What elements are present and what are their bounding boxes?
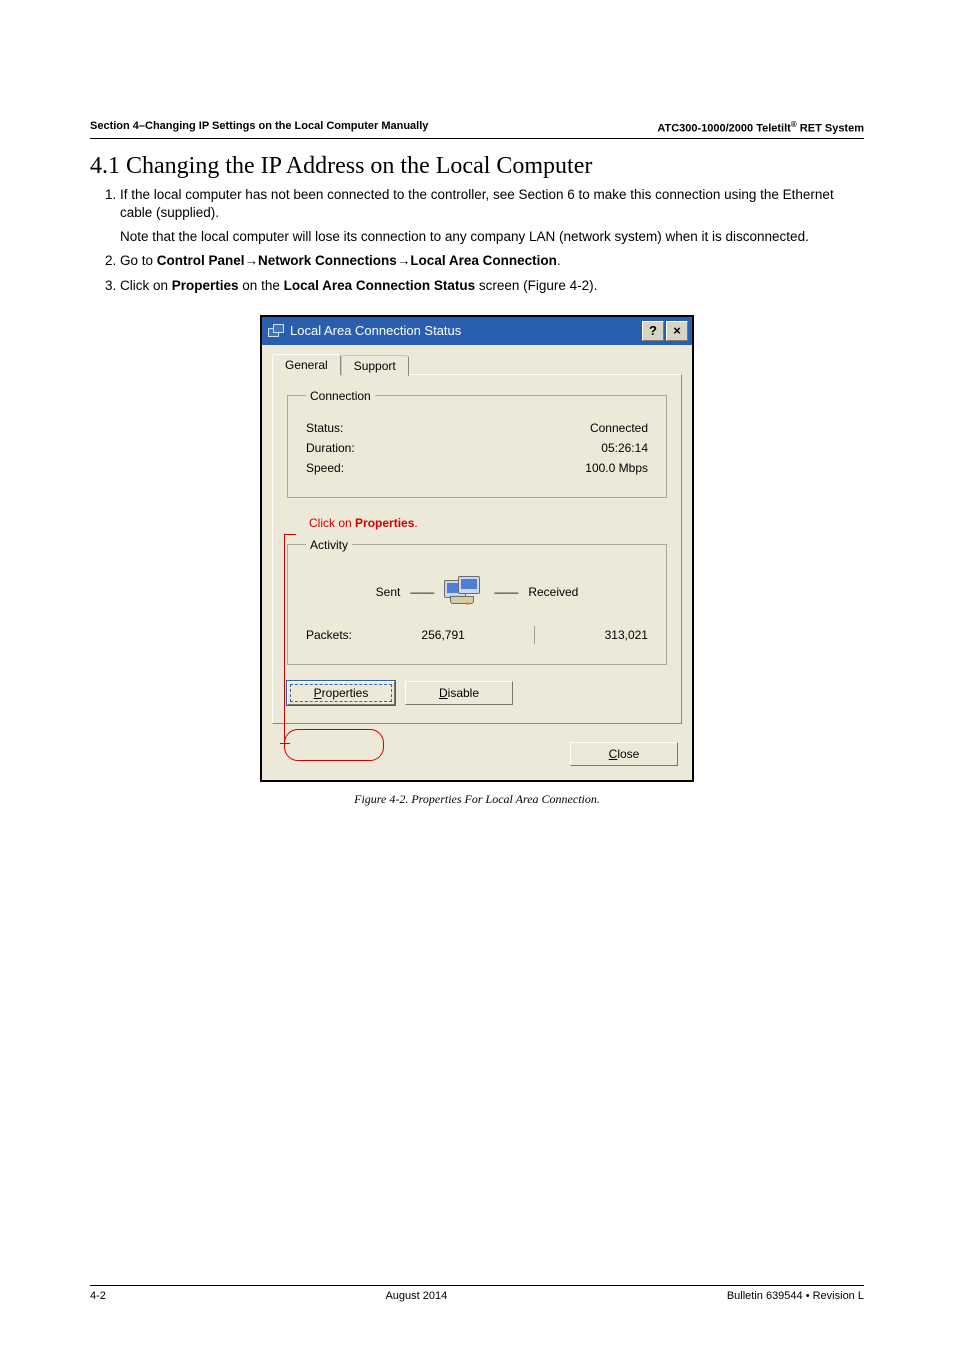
tab-support[interactable]: Support xyxy=(341,355,409,376)
legend-connection: Connection xyxy=(306,389,375,403)
separator-icon xyxy=(534,626,535,644)
status-label: Status: xyxy=(306,421,343,435)
network-icon xyxy=(268,324,284,338)
callout-line-icon xyxy=(284,534,285,743)
instruction-list: If the local computer has not been conne… xyxy=(90,186,864,295)
page-footer: 4-2 August 2014 Bulletin 639544 • Revisi… xyxy=(90,1285,864,1302)
header-right: ATC300-1000/2000 Teletilt® RET System xyxy=(657,120,864,135)
disable-button[interactable]: Disable xyxy=(405,681,513,705)
dialog-local-area-connection-status: Local Area Connection Status ? × General… xyxy=(260,315,694,782)
list-item: Go to Control Panel→Network Connections→… xyxy=(120,252,864,270)
header-left: Section 4–Changing IP Settings on the Lo… xyxy=(90,120,428,135)
running-header: Section 4–Changing IP Settings on the Lo… xyxy=(90,120,864,139)
callout-line-icon xyxy=(280,743,290,744)
figure-caption: Figure 4-2. Properties For Local Area Co… xyxy=(90,792,864,807)
packets-sent: 256,791 xyxy=(421,628,464,642)
activity-monitors-icon xyxy=(444,576,484,608)
dialog-title: Local Area Connection Status xyxy=(290,323,461,338)
status-value: Connected xyxy=(590,421,648,435)
footer-right: Bulletin 639544 • Revision L xyxy=(727,1290,864,1302)
packets-label: Packets: xyxy=(306,628,352,642)
speed-value: 100.0 Mbps xyxy=(585,461,648,475)
footer-center: August 2014 xyxy=(385,1290,447,1302)
properties-button[interactable]: Properties xyxy=(287,681,395,705)
group-connection: Connection Status: Connected Duration: 0… xyxy=(287,389,667,498)
tab-general[interactable]: General xyxy=(272,354,341,375)
tab-bar: General Support xyxy=(262,345,692,374)
legend-activity: Activity xyxy=(306,538,352,552)
dash-icon: —— xyxy=(494,585,518,599)
list-item: If the local computer has not been conne… xyxy=(120,186,864,247)
speed-label: Speed: xyxy=(306,461,344,475)
group-activity: Activity Sent —— —— xyxy=(287,538,667,665)
help-button[interactable]: ? xyxy=(642,321,664,341)
list-item: Click on Properties on the Local Area Co… xyxy=(120,277,864,295)
callout-line-icon xyxy=(284,534,296,535)
duration-value: 05:26:14 xyxy=(601,441,648,455)
close-dialog-button[interactable]: Close xyxy=(570,742,678,766)
section-title: 4.1 Changing the IP Address on the Local… xyxy=(90,153,864,180)
packets-received: 313,021 xyxy=(605,628,648,642)
close-button[interactable]: × xyxy=(666,321,688,341)
titlebar[interactable]: Local Area Connection Status ? × xyxy=(262,317,692,345)
duration-label: Duration: xyxy=(306,441,355,455)
sent-label: Sent xyxy=(376,585,401,599)
dash-icon: —— xyxy=(410,585,434,599)
callout-text: Click on Properties. xyxy=(309,516,667,530)
received-label: Received xyxy=(528,585,578,599)
footer-left: 4-2 xyxy=(90,1290,106,1302)
tab-panel-general: Connection Status: Connected Duration: 0… xyxy=(272,374,682,724)
